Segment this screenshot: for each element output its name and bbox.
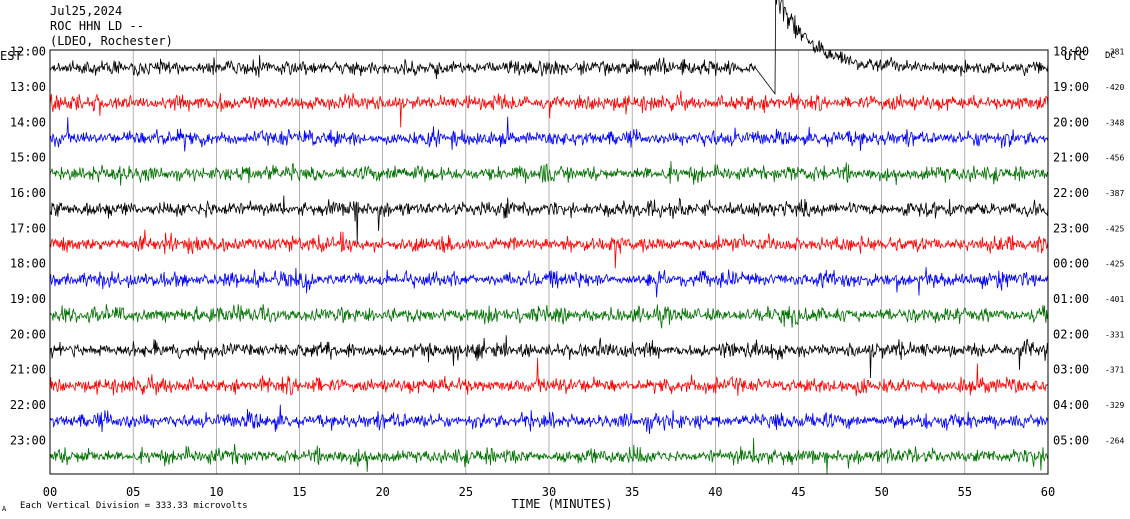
dc-value-3: -456: [1105, 154, 1124, 163]
est-label-0: 12:00: [10, 45, 46, 59]
dc-value-4: -387: [1105, 189, 1124, 198]
grid-lines: [49, 50, 1049, 474]
utc-label-11: 05:00: [1053, 433, 1089, 447]
utc-label-1: 19:00: [1053, 80, 1089, 94]
plot-frame: [49, 49, 1049, 475]
seismic-traces: [49, 0, 1049, 475]
trace-1900: [49, 304, 1049, 329]
est-label-11: 23:00: [10, 433, 46, 447]
x-tick-label-45: 45: [791, 485, 805, 499]
trace-1400: [49, 116, 1049, 152]
dc-value-11: -264: [1105, 436, 1124, 445]
utc-label-5: 23:00: [1053, 221, 1089, 235]
trace-1800: [49, 267, 1049, 298]
trace-2000: [49, 335, 1049, 379]
x-tick-label-60: 60: [1041, 485, 1055, 499]
x-axis-label: TIME (MINUTES): [511, 497, 612, 511]
utc-label-6: 00:00: [1053, 257, 1089, 271]
trace-1700: [49, 229, 1049, 269]
dc-offset-labels: -381 -420 -348 -456 -387 -425 -425 -401 -331 -371…: [1105, 48, 1124, 446]
utc-label-3: 21:00: [1053, 151, 1089, 165]
dc-value-5: -425: [1105, 224, 1124, 233]
dc-value-10: -329: [1105, 401, 1124, 410]
dc-value-8: -331: [1105, 330, 1124, 339]
scale-note: Each Vertical Division = 333.33 microvol…: [20, 501, 248, 511]
dc-value-1: -420: [1105, 83, 1124, 92]
utc-label-2: 20:00: [1053, 115, 1089, 129]
corner-mark: A: [2, 505, 7, 513]
x-tick-label-35: 35: [625, 485, 639, 499]
est-label-4: 16:00: [10, 186, 46, 200]
utc-label-0: 18:00: [1053, 45, 1089, 59]
est-label-3: 15:00: [10, 151, 46, 165]
x-axis-ticks: 00 05 10 15 20 25 30 35 40 45 50 55 60: [43, 485, 1055, 499]
x-tick-label-30: 30: [542, 485, 556, 499]
dc-value-2: -348: [1105, 118, 1124, 127]
est-label-7: 19:00: [10, 292, 46, 306]
trace-2300: [49, 437, 1049, 475]
x-tick-label-25: 25: [459, 485, 473, 499]
dc-value-6: -425: [1105, 260, 1124, 269]
est-label-2: 14:00: [10, 115, 46, 129]
trace-1200: [49, 0, 1049, 96]
est-label-5: 17:00: [10, 221, 46, 235]
trace-2100: [49, 357, 1049, 397]
x-tick-label-10: 10: [209, 485, 223, 499]
dc-value-9: -371: [1105, 366, 1124, 375]
x-tick-label-50: 50: [874, 485, 888, 499]
est-label-8: 20:00: [10, 327, 46, 341]
dc-column-label: DC: [1105, 51, 1116, 61]
header-network: (LDEO, Rochester): [50, 34, 173, 48]
trace-1500: [49, 161, 1049, 186]
utc-axis-label: UTC: [1064, 49, 1086, 63]
trace-1600: [49, 195, 1049, 245]
dc-value-7: -401: [1105, 295, 1124, 304]
x-tick-label-00: 00: [43, 485, 57, 499]
x-tick-label-05: 05: [126, 485, 140, 499]
utc-label-8: 02:00: [1053, 327, 1089, 341]
est-hour-labels: 12:00 13:00 14:00 15:00 16:00 17:00 18:00 19:00…: [10, 45, 46, 448]
trace-1300: [49, 90, 1049, 128]
header-date: Jul25,2024: [50, 4, 123, 18]
header-station: ROC HHN LD --: [50, 19, 144, 33]
x-tick-label-15: 15: [292, 485, 306, 499]
x-tick-label-20: 20: [375, 485, 389, 499]
trace-2200: [49, 404, 1049, 435]
x-tick-label-55: 55: [958, 485, 972, 499]
x-tick-label-40: 40: [708, 485, 722, 499]
est-label-10: 22:00: [10, 398, 46, 412]
dc-value-0: -381: [1105, 48, 1124, 57]
est-label-6: 18:00: [10, 257, 46, 271]
utc-label-9: 03:00: [1053, 363, 1089, 377]
utc-label-7: 01:00: [1053, 292, 1089, 306]
utc-label-10: 04:00: [1053, 398, 1089, 412]
est-label-9: 21:00: [10, 363, 46, 377]
est-label-1: 13:00: [10, 80, 46, 94]
utc-hour-labels: 18:00 19:00 20:00 21:00 22:00 23:00 00:00 01:00…: [1053, 45, 1089, 448]
est-axis-label: EST: [0, 49, 22, 63]
utc-label-4: 22:00: [1053, 186, 1089, 200]
